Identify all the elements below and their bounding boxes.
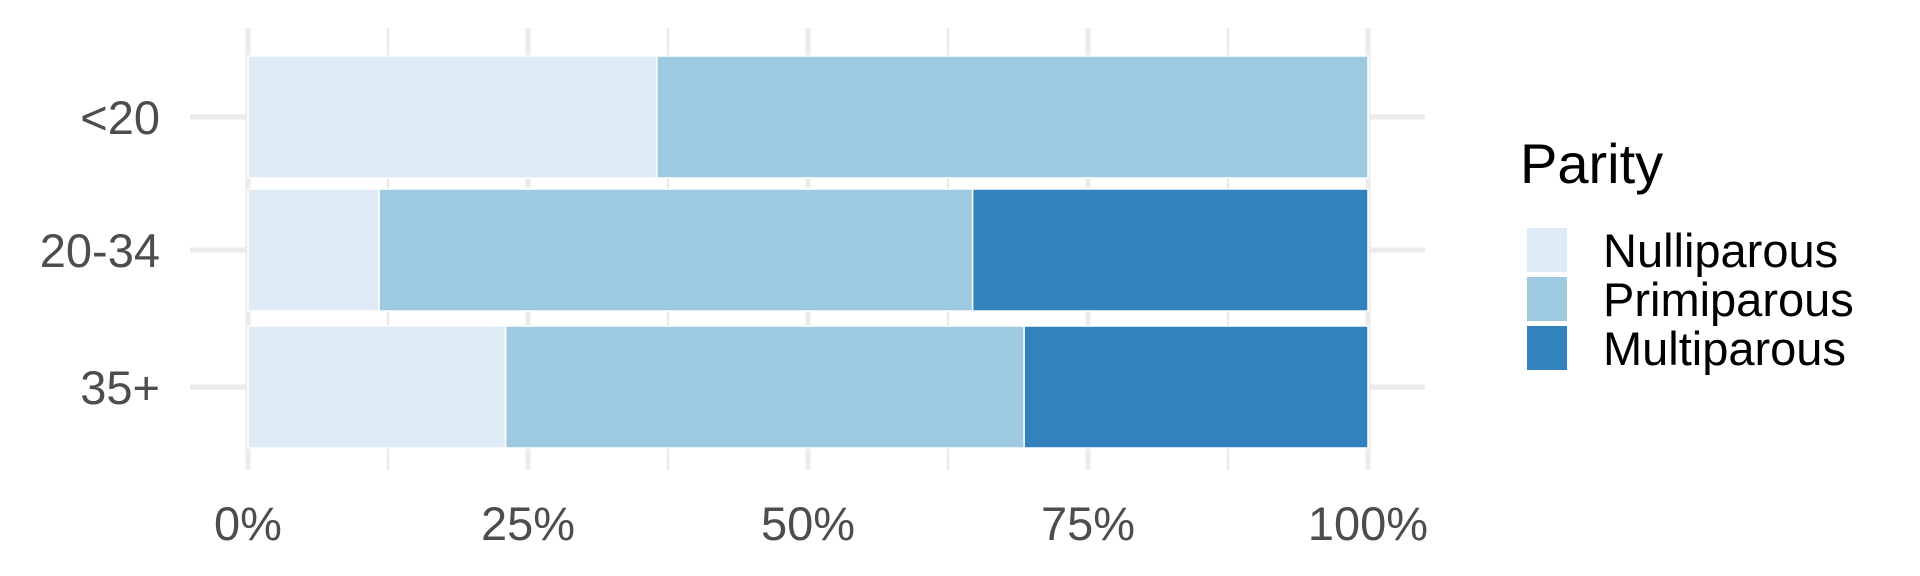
x-axis: 0% 25% 50% 75% 100% <box>214 497 1428 550</box>
legend-label: Primiparous <box>1603 273 1854 326</box>
y-tick-label: 20-34 <box>40 224 160 277</box>
bar-segment <box>378 188 974 312</box>
x-tick-label: 0% <box>214 497 282 550</box>
x-tick-label: 75% <box>1041 497 1135 550</box>
bar-segment <box>247 55 658 179</box>
y-tick-label: 35+ <box>80 361 160 414</box>
bar-segment <box>504 325 1025 449</box>
legend-label: Multiparous <box>1603 322 1846 375</box>
x-tick-label: 25% <box>481 497 575 550</box>
bars <box>247 55 1369 449</box>
legend-key <box>1527 277 1567 321</box>
bar-segment <box>247 325 507 449</box>
y-axis: <20 20-34 35+ <box>40 91 160 414</box>
bar-segment <box>247 188 380 312</box>
x-tick-label: 100% <box>1308 497 1428 550</box>
bar-segment <box>1023 325 1369 449</box>
legend-label: Nulliparous <box>1603 224 1838 277</box>
bar-segment <box>656 55 1369 179</box>
bar-segment <box>971 188 1369 312</box>
legend-key <box>1527 228 1567 272</box>
x-tick-label: 50% <box>761 497 855 550</box>
y-tick-label: <20 <box>80 91 160 144</box>
legend-title: Parity <box>1520 132 1663 195</box>
legend-key <box>1527 326 1567 370</box>
